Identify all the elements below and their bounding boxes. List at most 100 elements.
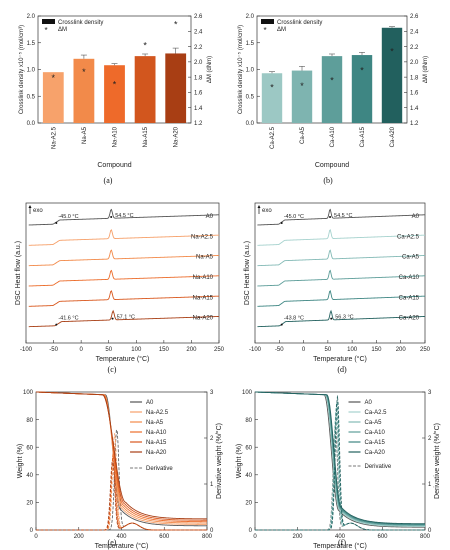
bar: [351, 55, 373, 123]
x-tick-label: 200: [292, 534, 303, 540]
y2-tick-label: 2: [210, 436, 214, 442]
x-tick-label: 800: [420, 534, 431, 540]
annotation-tm: 54.5 °C: [334, 213, 352, 219]
y-tick-label: 0: [249, 528, 253, 534]
x-tick-label: 400: [335, 534, 346, 540]
series-line: [257, 249, 426, 267]
legend-label: ΔM: [277, 27, 286, 33]
x-tick-label: Na-A15: [143, 126, 149, 147]
delta-m-marker: *: [113, 79, 117, 89]
legend-label: A0: [365, 400, 373, 406]
x-tick-label: 100: [131, 347, 142, 353]
legend-label: Ca-A5: [365, 420, 383, 426]
plot-frame: [35, 391, 208, 531]
y2-axis-label: ΔM (dNm): [207, 56, 213, 83]
annotation-marker: [55, 323, 58, 326]
y2-tick-label: 3: [210, 390, 214, 396]
x-tick-label: 0: [79, 347, 83, 353]
x-tick-label: 200: [186, 347, 197, 353]
legend-label: Derivative: [365, 464, 392, 470]
x-tick-label: Na-A10: [113, 126, 119, 147]
exo-label: exo: [262, 208, 272, 214]
bar: [381, 27, 403, 123]
bar: [73, 58, 95, 123]
y2-tick-label: 1: [428, 482, 432, 488]
annotation-marker: [111, 317, 114, 320]
y-tick-label: 0.0: [27, 121, 36, 127]
legend-label: Na-A10: [146, 430, 167, 436]
y-axis-label: DSC Heat flow (a.u.): [15, 241, 22, 305]
y-tick-label: 40: [26, 473, 33, 479]
x-tick-label: 250: [420, 347, 431, 353]
x-tick-label: Ca-A5: [300, 126, 306, 144]
annotation-tm: 54.5 °C: [115, 213, 133, 219]
delta-m-marker: *: [82, 67, 86, 77]
x-tick-label: 0: [253, 534, 257, 540]
bar: [291, 70, 313, 123]
x-tick-label: Ca-A2.5: [270, 126, 276, 149]
exo-arrowhead: [28, 205, 32, 208]
series-label: Ca-A15: [399, 295, 420, 301]
delta-m-marker: *: [270, 82, 274, 92]
chart-d: -100 -50 0 50 100 150 200 250 A0 Ca-A2.5 Ca-A5 Ca-A…: [244, 202, 431, 374]
legend-label: Ca-A20: [365, 450, 386, 456]
legend-label: Na-A15: [146, 440, 167, 446]
x-tick-label: -50: [275, 347, 284, 353]
x-axis-label: Temperature (°C): [95, 542, 149, 550]
plot-frame: [254, 202, 426, 344]
y-tick-label: 1.5: [246, 41, 255, 47]
annotation-marker: [330, 317, 333, 320]
legend-swatch-bar: [261, 19, 274, 24]
legend-swatch-bar: [42, 19, 55, 24]
annotation-tg: -43.8 °C: [284, 316, 304, 322]
x-tick-label: Ca-A20: [390, 126, 396, 147]
plot-frame: [25, 202, 220, 344]
legend-label: ΔM: [58, 27, 67, 33]
series-label: Ca-A20: [399, 316, 420, 322]
x-tick-label: 150: [371, 347, 382, 353]
x-tick-label: 0: [34, 534, 38, 540]
y2-tick-label: 1: [210, 482, 214, 488]
annotation-tg: -45.0 °C: [58, 214, 78, 220]
y-tick-label: 0: [30, 528, 34, 534]
legend-label: Crosslink density: [58, 20, 103, 26]
x-axis-label: Temperature (°C): [313, 355, 367, 363]
legend-label: Na-A2.5: [146, 410, 169, 416]
series-line: [28, 229, 220, 246]
series-label: Na-A10: [193, 275, 214, 281]
x-tick-label: 200: [74, 534, 85, 540]
series-label: A0: [412, 214, 420, 220]
x-tick-label: 100: [347, 347, 358, 353]
x-axis-label: Temperature (°C): [96, 355, 150, 363]
bar: [321, 56, 343, 123]
y2-axis-label: Derivative weight (%/°C): [215, 423, 223, 499]
y-axis-label: Weight (%): [236, 444, 243, 479]
y2-axis-label: ΔM (dNm): [423, 56, 429, 83]
y2-tick-label: 0: [428, 528, 432, 534]
series-label: Ca-A10: [399, 275, 420, 281]
series-line: [257, 228, 426, 246]
delta-m-marker: *: [300, 81, 304, 91]
y2-tick-label: 1.2: [410, 121, 419, 127]
y-tick-label: 2.0: [246, 14, 255, 20]
delta-m-marker: *: [330, 75, 334, 85]
panel-label: (b): [323, 176, 333, 185]
series-line: [28, 208, 220, 226]
y-tick-label: 2.0: [27, 14, 36, 20]
y-tick-label: 20: [245, 501, 252, 507]
y-tick-label: 0.0: [246, 121, 255, 127]
x-tick-label: -100: [20, 347, 33, 353]
y2-tick-label: 1.4: [410, 106, 419, 112]
y-tick-label: 0.5: [27, 94, 36, 100]
x-axis-label: Compound: [97, 162, 131, 169]
bar: [134, 56, 156, 123]
x-tick-label: 600: [159, 534, 170, 540]
y2-tick-label: 1.6: [410, 91, 419, 97]
legend-label: Crosslink density: [277, 20, 322, 26]
y-tick-label: 1.0: [246, 68, 255, 74]
x-tick-label: -50: [49, 347, 58, 353]
x-tick-label: Ca-A10: [330, 126, 336, 147]
delta-m-marker: *: [390, 46, 394, 56]
y2-axis-label: Derivative weight (%/°C): [433, 423, 441, 499]
y-tick-label: 1.0: [27, 68, 36, 74]
